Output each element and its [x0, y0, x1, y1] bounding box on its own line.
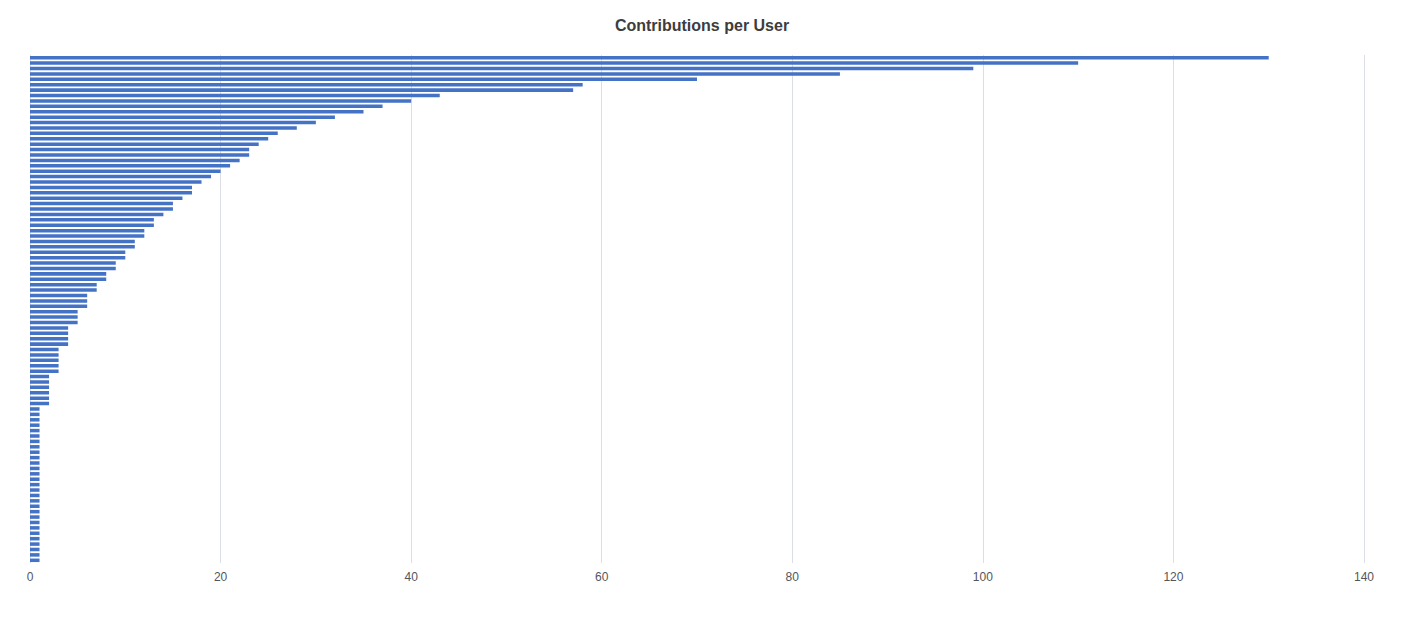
svg-text:40: 40: [404, 570, 418, 584]
svg-text:100: 100: [973, 570, 993, 584]
svg-text:120: 120: [1163, 570, 1183, 584]
svg-text:140: 140: [1354, 570, 1374, 584]
svg-text:Contributions per User: Contributions per User: [615, 17, 789, 34]
svg-text:0: 0: [27, 570, 34, 584]
svg-text:60: 60: [595, 570, 609, 584]
svg-text:20: 20: [214, 570, 228, 584]
svg-text:80: 80: [786, 570, 800, 584]
